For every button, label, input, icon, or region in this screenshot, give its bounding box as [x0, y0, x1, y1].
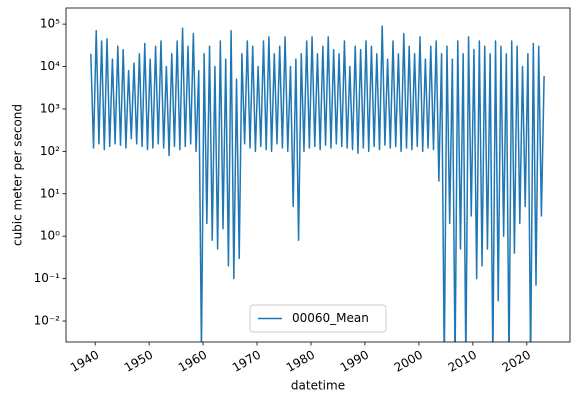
x-tick-label: 2000 [392, 348, 425, 375]
x-tick-label: 2010 [446, 348, 479, 375]
y-tick-label: 10² [40, 144, 60, 158]
x-tick-label: 1980 [284, 348, 317, 375]
legend-box [249, 304, 387, 333]
x-axis-label: datetime [291, 379, 345, 393]
x-tick-label: 1940 [68, 348, 101, 375]
x-tick-label: 1970 [230, 348, 263, 375]
x-tick-label: 1990 [338, 348, 371, 375]
plot-area [90, 25, 545, 342]
y-tick-label: 10³ [40, 101, 60, 115]
x-tick-label: 1950 [122, 348, 155, 375]
data-line [90, 25, 545, 342]
y-tick-label: 10⁰ [40, 229, 60, 243]
x-tick-label: 2020 [500, 348, 533, 375]
y-axis-label: cubic meter per second [11, 104, 25, 246]
legend-label: 00060_Mean [292, 311, 369, 325]
x-tick-label: 1960 [176, 348, 209, 375]
axes-frame [65, 7, 571, 343]
y-tick-label: 10⁻¹ [34, 271, 61, 285]
y-tick-label: 10⁻² [34, 314, 61, 328]
y-tick-label: 10⁴ [40, 59, 60, 73]
y-tick-label: 10¹ [40, 186, 60, 200]
y-tick-label: 10⁵ [40, 17, 60, 31]
